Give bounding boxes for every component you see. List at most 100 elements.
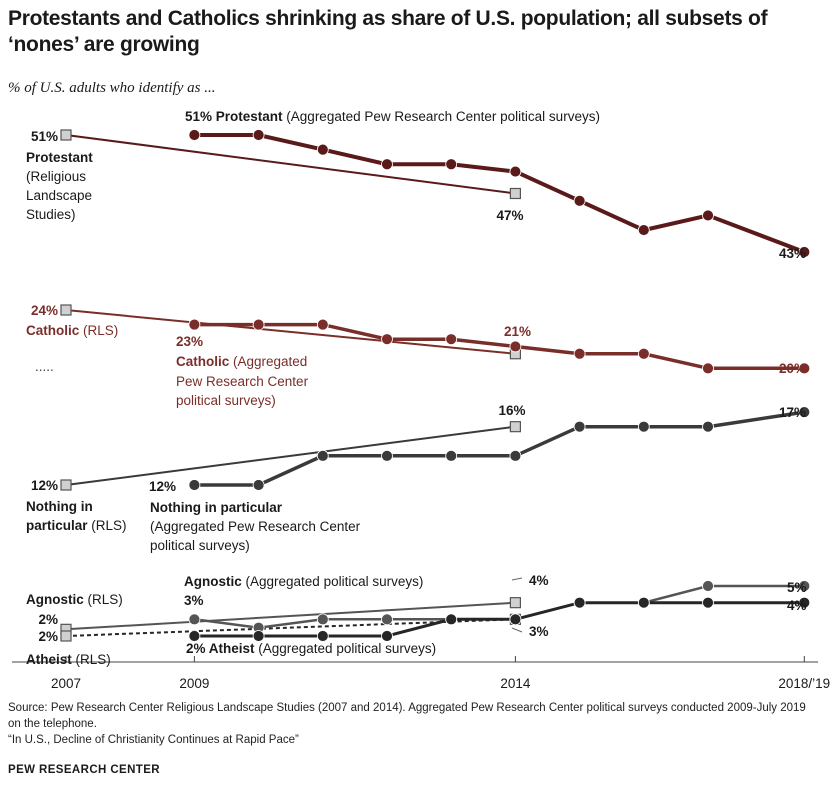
label-cath-agg-start: 23% — [176, 334, 203, 349]
marker-cath_agg-3 — [381, 333, 393, 346]
marker-nip_agg-6 — [573, 420, 586, 433]
label-cath-agg-name-line-0: Pew Research Center — [176, 374, 309, 389]
marker-nip_agg-0 — [188, 479, 201, 491]
label-nip-rls-name-0: Nothing in — [26, 499, 93, 514]
marker-prot_agg-3 — [381, 158, 393, 171]
marker-nip_rls-1 — [509, 421, 521, 433]
series-line-cath_agg — [194, 322, 805, 371]
chart-title: Protestants and Catholics shrinking as s… — [8, 7, 768, 56]
label-agn-agg-name: Agnostic (Aggregated political surveys) — [184, 574, 423, 589]
marker-prot_agg-1 — [252, 129, 265, 141]
label-agn-rls-name: Agnostic (RLS) — [26, 592, 123, 607]
brand-footer: PEW RESEARCH CENTER — [8, 764, 161, 776]
label-cath-rls-name: Catholic (RLS) — [26, 323, 118, 338]
label-cath-rls-start: 24% — [31, 303, 58, 318]
marker-agn_agg-3 — [381, 613, 393, 626]
label-prot-rls-name-3: Studies) — [26, 207, 76, 222]
marker-nip_rls-0 — [60, 479, 72, 491]
marker-cath_agg-8 — [702, 362, 714, 375]
x-tick-label-1: 2009 — [179, 676, 209, 691]
marker-agn_agg-0 — [188, 613, 201, 626]
label-prot-rls-end: 47% — [496, 208, 523, 223]
marker-nip_agg-9 — [798, 406, 811, 418]
marker-ath_agg-0 — [188, 630, 201, 642]
series-line-nip_rls — [65, 425, 516, 486]
marker-prot_agg-4 — [445, 158, 458, 171]
marker-ath_agg-9 — [798, 596, 811, 609]
marker-cath_agg-6 — [573, 347, 586, 360]
marker-prot_agg-8 — [702, 209, 714, 222]
label-cath-agg-end: 20% — [779, 361, 806, 376]
label-nip-rls-name-1: particular (RLS) — [26, 518, 127, 533]
label-nip-agg-name-line-1: political surveys) — [150, 538, 250, 553]
label-ath-rls-name: Atheist (RLS) — [26, 652, 111, 667]
marker-ath_agg-8 — [702, 596, 714, 609]
label-nip-agg-end: 17% — [779, 405, 806, 420]
label-nip-agg-name: Nothing in particular — [150, 500, 283, 515]
series-line-nip_agg — [194, 410, 805, 487]
label-nip-agg-name-line-0: (Aggregated Pew Research Center — [150, 519, 361, 534]
ellipsis-text: ..... — [35, 359, 54, 374]
marker-nip_agg-7 — [637, 420, 650, 433]
x-tick-label-0: 2007 — [51, 676, 81, 691]
report-title: “In U.S., Decline of Christianity Contin… — [8, 734, 299, 746]
marker-prot_agg-5 — [509, 165, 522, 178]
source-notes: Source: Pew Research Center Religious La… — [8, 700, 808, 748]
series-line-agn_rls — [65, 601, 516, 631]
label-prot-agg-start: 51% Protestant (Aggregated Pew Research … — [185, 109, 600, 124]
marker-cath_agg-4 — [445, 333, 458, 346]
marker-nip_agg-1 — [252, 479, 265, 491]
label-cath-agg-name: Catholic (Aggregated — [176, 354, 307, 369]
label-ath-agg-name: 2% Atheist (Aggregated political surveys… — [186, 641, 436, 656]
marker-prot_agg-2 — [316, 143, 329, 156]
marker-prot_rls-0 — [60, 129, 72, 141]
marker-cath_agg-2 — [316, 318, 329, 331]
marker-cath_agg-9 — [798, 362, 811, 375]
marker-ath_agg-6 — [573, 596, 586, 609]
leader-line-0 — [511, 577, 523, 581]
marker-ath_agg-3 — [381, 630, 393, 642]
chart-subtitle: % of U.S. adults who identify as ... — [8, 80, 216, 96]
marker-nip_agg-2 — [316, 449, 329, 462]
marker-agn_agg-9 — [798, 580, 811, 592]
marker-cath_agg-1 — [252, 318, 265, 331]
marker-agn_agg-2 — [316, 613, 329, 626]
marker-prot_agg-7 — [637, 224, 650, 236]
label-agn-agg-start: 3% — [184, 593, 204, 608]
marker-prot_rls-1 — [509, 187, 521, 200]
marker-ath_agg-5 — [509, 613, 522, 626]
marker-nip_agg-5 — [509, 449, 522, 462]
label-agn-agg-end: 5% — [787, 580, 807, 595]
label-ath-agg-end: 4% — [787, 598, 807, 613]
series-line-agn_agg — [194, 584, 805, 629]
x-tick-label-2: 2014 — [500, 676, 531, 691]
label-ath-rls-start: 2% — [38, 629, 58, 644]
marker-ath_agg-7 — [637, 596, 650, 609]
series-line-prot_agg — [194, 133, 806, 254]
label-layer: 51% Protestant (Religious Landscape Studies)… — [26, 109, 807, 667]
label-nip-agg-start: 12% — [149, 479, 176, 494]
series-layer — [60, 129, 811, 642]
series-line-cath_rls — [65, 309, 516, 355]
marker-ath_rls-0 — [60, 630, 72, 642]
label-nip-rls-end: 16% — [498, 403, 525, 418]
marker-prot_agg-6 — [573, 194, 586, 207]
marker-nip_agg-4 — [445, 449, 458, 462]
label-agn-rls-start: 2% — [38, 612, 58, 627]
label-nip-rls-start: 12% — [31, 478, 58, 493]
marker-agn_rls-1 — [509, 597, 521, 609]
marker-ath_agg-2 — [316, 630, 329, 642]
label-prot-rls-name-1: (Religious — [26, 169, 86, 184]
label-prot-agg-end: 43% — [779, 246, 806, 261]
label-prot-rls-name-0: Protestant — [26, 150, 93, 165]
marker-nip_agg-3 — [381, 449, 393, 462]
marker-ath_agg-1 — [252, 630, 265, 642]
marker-cath_rls-0 — [60, 304, 72, 316]
label-cath-agg-name-line-1: political surveys) — [176, 393, 276, 408]
leader-line-1 — [511, 627, 523, 633]
x-tick-label-3: 2018/’19 — [778, 676, 830, 691]
series-line-ath_agg — [194, 601, 805, 638]
marker-cath_agg-0 — [188, 318, 201, 331]
series-line-prot_rls — [65, 134, 516, 195]
label-prot-rls-name-2: Landscape — [26, 188, 92, 203]
